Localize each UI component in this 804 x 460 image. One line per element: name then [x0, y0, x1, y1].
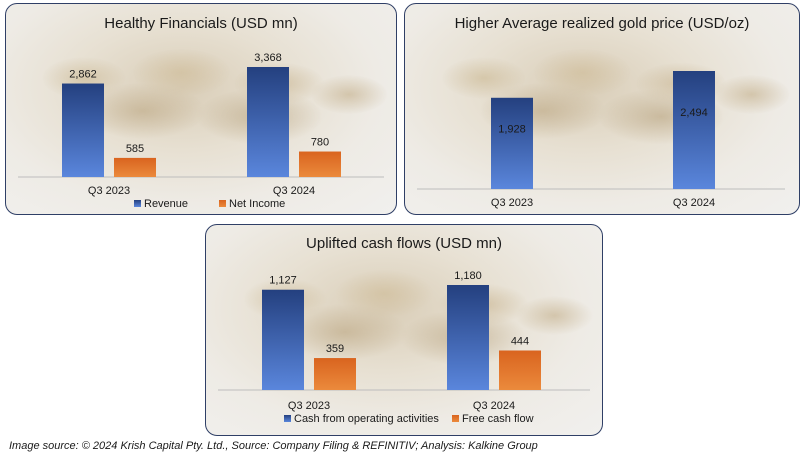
legend-label: Free cash flow — [462, 413, 534, 425]
legend-label: Cash from operating activities — [294, 413, 439, 425]
category-tick-label: Q3 2023 — [88, 185, 130, 197]
chart-panel-financials: Healthy Financials (USD mn) 2,862 585 Q3 2… — [5, 3, 397, 215]
bar-free-cash-flow-q3-2023 — [314, 358, 356, 390]
bar-cash-from-operating-activities-q3-2024 — [447, 285, 489, 390]
category-tick-label: Q3 2024 — [473, 400, 515, 412]
chart-panel-gold-price: Higher Average realized gold price (USD/… — [404, 3, 800, 215]
chart-plot: 1,127 359 Q3 2023 1,180 444 Q3 2024 Cash from … — [218, 270, 590, 425]
bar-net-income-q3-2023 — [114, 157, 156, 177]
chart-plot: 2,862 585 Q3 2023 3,368 780 Q3 2024 Revenue Net… — [18, 52, 384, 210]
bar-free-cash-flow-q3-2024 — [499, 350, 541, 390]
data-label: 1,928 — [498, 123, 526, 135]
image-source-caption: Image source: © 2024 Krish Capital Pty. … — [9, 440, 538, 452]
bar-net-income-q3-2024 — [299, 151, 341, 177]
bar-average-realized-gold-price-q3-2023 — [491, 97, 533, 189]
bar-cash-from-operating-activities-q3-2023 — [262, 289, 304, 390]
category-tick-label: Q3 2023 — [491, 197, 533, 209]
category-tick-label: Q3 2024 — [273, 185, 315, 197]
data-label: 780 — [311, 137, 329, 149]
bar-revenue-q3-2023 — [62, 83, 104, 177]
bar-revenue-q3-2024 — [247, 67, 289, 177]
data-label: 2,862 — [69, 69, 97, 81]
data-label: 1,127 — [269, 275, 297, 287]
chart-title: Higher Average realized gold price (USD/… — [454, 15, 750, 32]
bar-average-realized-gold-price-q3-2024 — [673, 71, 715, 189]
legend-swatch — [219, 200, 226, 207]
chart-title: Healthy Financials (USD mn) — [104, 15, 298, 32]
chart-title: Uplifted cash flows (USD mn) — [306, 235, 502, 252]
gold-nuggets-background — [405, 34, 799, 144]
chart-panel-cash-flows: Uplifted cash flows (USD mn) 1,127 359 Q3 … — [205, 224, 603, 436]
category-tick-label: Q3 2023 — [288, 400, 330, 412]
legend-label: Revenue — [144, 198, 188, 210]
legend-swatch — [134, 200, 141, 207]
data-label: 1,180 — [454, 270, 482, 282]
chart-plot: 1,928 Q3 2023 2,494 Q3 2024 — [417, 71, 785, 209]
legend-label: Net Income — [229, 198, 285, 210]
data-label: 585 — [126, 143, 144, 155]
category-tick-label: Q3 2024 — [673, 197, 715, 209]
data-label: 444 — [511, 335, 529, 347]
legend-swatch — [284, 415, 291, 422]
legend-swatch — [452, 415, 459, 422]
data-label: 2,494 — [680, 107, 708, 119]
data-label: 3,368 — [254, 52, 282, 64]
data-label: 359 — [326, 343, 344, 355]
